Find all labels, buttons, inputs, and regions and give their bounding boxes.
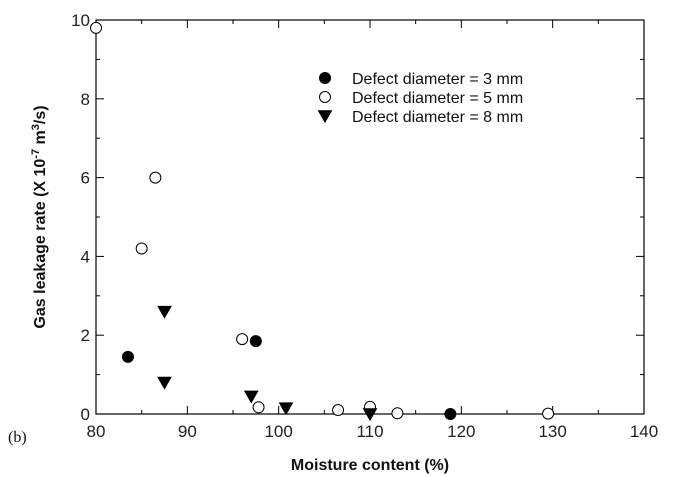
data-point-series-2 — [149, 171, 162, 184]
data-point-series-3 — [157, 305, 172, 319]
y-axis-title-main: Gas leakage rate (X 10 — [32, 159, 49, 329]
y-axis-title-exp: -7 — [30, 149, 42, 159]
data-point-series-3 — [243, 390, 259, 404]
data-point-series-1 — [249, 335, 262, 348]
data-point-series-1 — [444, 408, 457, 420]
x-tick-label: 90 — [178, 422, 197, 441]
data-points — [90, 21, 555, 422]
legend-marker-2 — [319, 91, 331, 103]
y-axis-title: Gas leakage rate (X 10-7 m3/s) — [30, 105, 49, 328]
legend-label-2: Defect diameter = 5 mm — [352, 90, 523, 107]
axis-ticks: 80 90 100 110 120 130 140 0 2 4 6 8 10 — [71, 11, 658, 441]
y-tick-label: 4 — [81, 247, 90, 266]
x-tick-label: 120 — [447, 422, 475, 441]
x-tick-label: 110 — [356, 422, 383, 441]
x-tick-label: 130 — [538, 422, 566, 441]
data-point-series-3 — [278, 402, 294, 416]
legend: Defect diameter = 3 mm Defect diameter = … — [317, 71, 523, 126]
data-point-series-2 — [135, 242, 148, 255]
y-axis-title-end: /s) — [32, 105, 49, 124]
data-point-series-3 — [362, 408, 378, 422]
y-tick-label: 8 — [81, 90, 90, 109]
legend-label-1: Defect diameter = 3 mm — [352, 71, 523, 88]
y-axis-title-exp2: 3 — [30, 124, 42, 130]
legend-marker-1 — [319, 72, 331, 84]
y-axis-title-mid: m — [32, 130, 49, 149]
y-tick-label: 6 — [81, 169, 90, 188]
x-tick-label: 80 — [87, 422, 106, 441]
x-tick-label: 100 — [264, 422, 292, 441]
legend-label-3: Defect diameter = 8 mm — [352, 109, 523, 126]
data-point-series-2 — [90, 21, 102, 34]
data-point-series-2 — [236, 333, 249, 346]
data-point-series-2 — [391, 407, 404, 420]
x-tick-label: 140 — [630, 422, 658, 441]
y-tick-label: 0 — [81, 405, 90, 424]
data-point-series-1 — [121, 350, 134, 363]
data-point-series-2 — [332, 404, 345, 417]
x-axis-title: Moisture content (%) — [291, 457, 449, 474]
legend-marker-3 — [317, 110, 333, 124]
data-point-series-3 — [157, 376, 172, 390]
y-tick-label: 10 — [71, 11, 90, 30]
data-point-series-2 — [252, 401, 265, 414]
panel-label: (b) — [8, 429, 27, 446]
data-point-series-2 — [542, 407, 555, 420]
y-tick-label: 2 — [81, 326, 90, 345]
